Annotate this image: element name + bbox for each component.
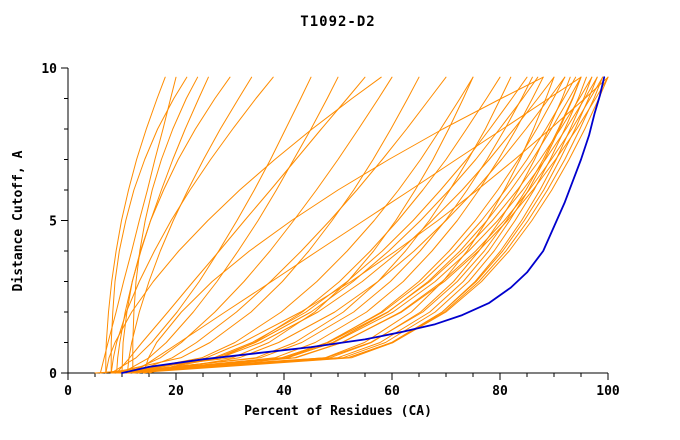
model-curve bbox=[132, 76, 593, 374]
model-curve bbox=[132, 76, 447, 374]
x-tick-label: 60 bbox=[384, 384, 400, 399]
x-tick-label: 40 bbox=[276, 384, 292, 399]
model-curve bbox=[116, 76, 366, 374]
model-curve bbox=[110, 76, 312, 374]
model-curve bbox=[121, 76, 598, 374]
model-curve bbox=[116, 76, 604, 374]
x-tick-label: 20 bbox=[168, 384, 184, 399]
model-curve bbox=[143, 76, 544, 374]
x-tick-label: 80 bbox=[492, 384, 508, 399]
model-curve bbox=[121, 76, 539, 374]
model-curve bbox=[116, 76, 582, 374]
model-curve bbox=[148, 76, 609, 374]
reference-curve bbox=[121, 76, 606, 374]
model-curve bbox=[143, 76, 566, 374]
model-curve bbox=[110, 76, 274, 374]
model-curve bbox=[110, 76, 188, 374]
model-curve bbox=[121, 76, 339, 374]
model-curve bbox=[126, 76, 253, 374]
model-curve bbox=[121, 76, 231, 374]
model-curve bbox=[99, 76, 177, 374]
chart-title: T1092-D2 bbox=[300, 14, 375, 30]
model-curve bbox=[116, 76, 209, 374]
model-curve bbox=[110, 76, 533, 374]
model-curve bbox=[126, 76, 393, 374]
model-curve bbox=[94, 76, 582, 374]
model-curve bbox=[126, 76, 582, 374]
model-curve bbox=[132, 76, 582, 374]
model-curve bbox=[121, 76, 577, 374]
model-curve bbox=[121, 76, 555, 374]
x-tick-label: 0 bbox=[64, 384, 72, 399]
model-curve bbox=[99, 76, 474, 374]
model-curve bbox=[105, 76, 382, 374]
x-tick-label: 100 bbox=[596, 384, 620, 399]
model-curve bbox=[116, 76, 555, 374]
model-curve bbox=[110, 76, 420, 374]
x-axis-label: Percent of Residues (CA) bbox=[244, 404, 432, 419]
model-curve bbox=[110, 76, 609, 374]
model-curve bbox=[121, 76, 609, 374]
curves-layer bbox=[94, 76, 609, 374]
model-curve bbox=[126, 76, 544, 374]
model-curve bbox=[132, 76, 199, 374]
y-tick-label: 5 bbox=[49, 215, 57, 230]
model-curve bbox=[121, 76, 474, 374]
y-axis-label: Distance Cutoff, A bbox=[11, 150, 26, 291]
model-curve bbox=[121, 76, 587, 374]
model-curve bbox=[110, 76, 571, 374]
model-curve bbox=[105, 76, 166, 374]
model-curve bbox=[116, 76, 512, 374]
y-tick-label: 10 bbox=[41, 62, 57, 77]
y-tick-label: 0 bbox=[49, 367, 57, 382]
model-curve bbox=[121, 76, 528, 374]
axes-layer: 0 20 40 60 80 100 0 5 10 bbox=[41, 62, 620, 399]
